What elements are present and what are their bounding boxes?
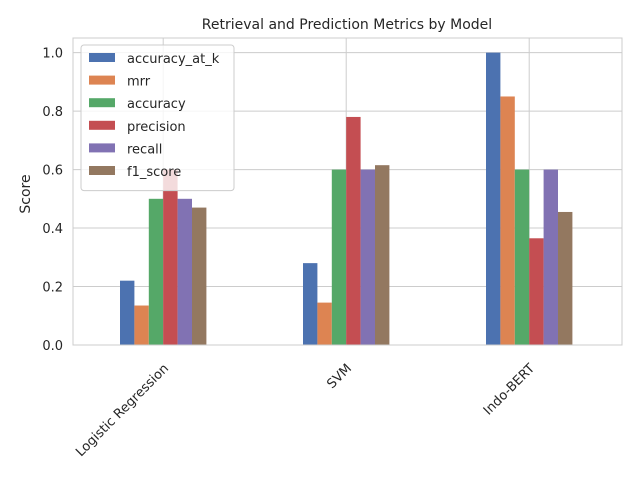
bar-f1_score-1 [375,165,390,345]
bar-recall-1 [360,169,375,345]
x-axis: Logistic Regression SVM Indo-BERT [73,361,538,460]
bar-recall-0 [177,198,192,345]
bar-mrr-2 [500,96,515,345]
bar-mrr-0 [134,305,149,345]
legend-label: precision [127,120,186,135]
bar-recall-2 [543,169,558,345]
legend-swatch [89,166,115,175]
bar-accuracy_at_k-0 [120,280,135,345]
bar-mrr-1 [317,302,332,345]
y-tick-label: 0.6 [42,164,63,179]
legend-swatch [89,120,115,130]
bar-accuracy_at_k-2 [486,52,501,345]
legend-swatch [89,98,115,108]
legend-swatch [89,75,115,85]
plot-frame [72,37,623,346]
x-tick-label: Indo-BERT [481,361,538,418]
x-tick-label: SVM [324,361,355,392]
y-tick-label: 0.0 [42,339,63,354]
legend-label: recall [127,142,162,157]
bar-f1_score-2 [558,211,573,345]
y-tick-label: 0.8 [42,105,63,120]
y-tick-label: 0.4 [42,222,63,237]
legend-label: accuracy [127,97,186,112]
bar-precision-2 [529,238,544,345]
legend-label: mrr [127,75,151,90]
legend-label: f1_score [127,165,181,180]
bar-accuracy-1 [331,169,347,345]
bar-f1_score-0 [192,207,207,345]
y-tick-label: 0.2 [42,281,63,296]
x-tick-label: Logistic Regression [73,361,172,460]
bar-accuracy-2 [514,169,530,345]
legend-label: accuracy_at_k [127,52,220,67]
bar-accuracy_at_k-1 [303,263,318,345]
legend-box [80,44,235,192]
bar-precision-0 [163,169,178,345]
y-tick-label: 1.0 [42,47,63,62]
legend-swatch [89,53,115,62]
bars [120,52,573,345]
bar-accuracy-0 [148,198,164,345]
y-axis: 0.0 0.2 0.4 0.6 0.8 1.0 [42,47,63,354]
chart-title: Retrieval and Prediction Metrics by Mode… [202,17,492,33]
y-axis-label: Score [18,174,34,213]
legend-swatch [89,143,115,153]
bar-precision-1 [346,116,361,345]
